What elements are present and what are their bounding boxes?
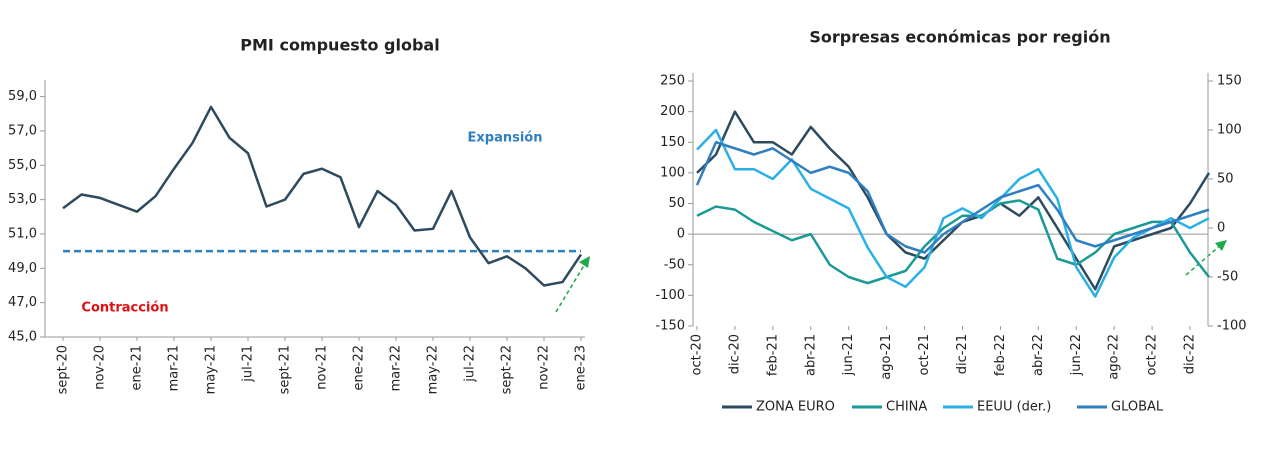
x-tick-label: feb-21: [765, 334, 780, 376]
y2-tick-label: -100: [1217, 319, 1247, 334]
y-tick-label: 49,0: [8, 261, 37, 276]
y2-tick-label: 50: [1217, 172, 1234, 187]
arrow: [1185, 240, 1227, 276]
x-tick-label: sept-21: [278, 345, 293, 394]
series-line: [62, 105, 583, 287]
chart-title: Sorpresas económicas por región: [809, 28, 1110, 47]
y-tick-label: 200: [660, 104, 685, 119]
x-tick-label: oct-21: [917, 334, 932, 375]
x-tick-label: ene-23: [574, 345, 589, 390]
x-tick-label: oct-20: [690, 334, 705, 375]
x-tick-label: nov-20: [93, 345, 108, 390]
arrow: [555, 256, 590, 313]
y2-tick-label: 0: [1217, 221, 1225, 236]
series-line: [696, 199, 1210, 285]
y-tick-label: 57,0: [8, 123, 37, 138]
y-tick-label: 47,0: [8, 295, 37, 310]
y-tick-label: 250: [660, 74, 685, 89]
x-tick-label: oct-22: [1145, 334, 1160, 375]
y-tick-label: 59,0: [8, 89, 37, 104]
y-tick-label: 50: [668, 196, 685, 211]
x-tick-label: jul-22: [463, 345, 478, 383]
y-tick-label: -100: [655, 288, 685, 303]
x-tick-label: sept-22: [500, 345, 515, 394]
x-tick-label: jun-22: [1069, 334, 1084, 376]
series-line: [696, 110, 1211, 291]
x-tick-label: ene-21: [130, 345, 145, 390]
legend-label: GLOBAL: [1111, 400, 1164, 415]
chart-title: PMI compuesto global: [240, 36, 439, 55]
x-tick-label: feb-22: [993, 334, 1008, 376]
x-tick-label: abr-22: [1031, 334, 1046, 376]
x-tick-label: dic-20: [727, 334, 742, 374]
series-line: [696, 128, 1210, 298]
y-tick-label: 0: [677, 227, 685, 242]
y-tick-label: 51,0: [8, 226, 37, 241]
x-tick-label: may-22: [426, 345, 441, 394]
y-tick-label: 150: [660, 135, 685, 150]
x-tick-label: nov-21: [315, 345, 330, 390]
annotation: Expansión: [468, 131, 543, 146]
x-tick-label: jul-21: [241, 345, 256, 383]
legend-label: CHINA: [886, 400, 927, 415]
series-line: [695, 141, 1210, 254]
y-tick-label: 53,0: [8, 192, 37, 207]
y2-tick-label: -50: [1217, 270, 1238, 285]
x-tick-label: dic-21: [955, 334, 970, 374]
y-tick-label: 100: [660, 165, 685, 180]
y-tick-label: 55,0: [8, 158, 37, 173]
x-tick-label: dic-22: [1183, 334, 1198, 374]
x-tick-label: ago-21: [879, 334, 894, 380]
y-tick-label: -150: [655, 319, 685, 334]
legend-label: ZONA EURO: [756, 400, 835, 415]
x-tick-label: abr-21: [803, 334, 818, 376]
legend-label: EEUU (der.): [977, 400, 1051, 415]
x-tick-label: mar-22: [389, 345, 404, 391]
annotation: Contracción: [81, 301, 168, 316]
y2-tick-label: 150: [1217, 74, 1242, 89]
x-tick-label: ago-22: [1107, 334, 1122, 380]
y-tick-label: -50: [664, 257, 685, 272]
y2-tick-label: 100: [1217, 123, 1242, 138]
x-tick-label: nov-22: [537, 345, 552, 390]
x-tick-label: mar-21: [167, 345, 182, 391]
x-tick-label: may-21: [204, 345, 219, 394]
y-tick-label: 45,0: [8, 330, 37, 345]
x-tick-label: jun-21: [841, 334, 856, 376]
x-tick-label: ene-22: [352, 345, 367, 390]
x-tick-label: sept-20: [56, 345, 71, 394]
